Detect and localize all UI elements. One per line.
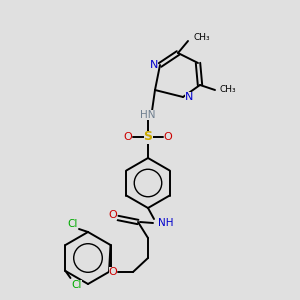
Text: CH₃: CH₃ (220, 85, 237, 94)
Text: Cl: Cl (71, 280, 82, 290)
Text: S: S (143, 130, 152, 143)
Text: O: O (109, 210, 117, 220)
Text: CH₃: CH₃ (193, 32, 210, 41)
Text: NH: NH (158, 218, 173, 228)
Text: N: N (150, 60, 158, 70)
Text: N: N (185, 92, 194, 102)
Text: O: O (109, 267, 117, 277)
Text: HN: HN (140, 110, 156, 120)
Text: O: O (124, 132, 132, 142)
Text: O: O (164, 132, 172, 142)
Text: Cl: Cl (68, 219, 78, 229)
